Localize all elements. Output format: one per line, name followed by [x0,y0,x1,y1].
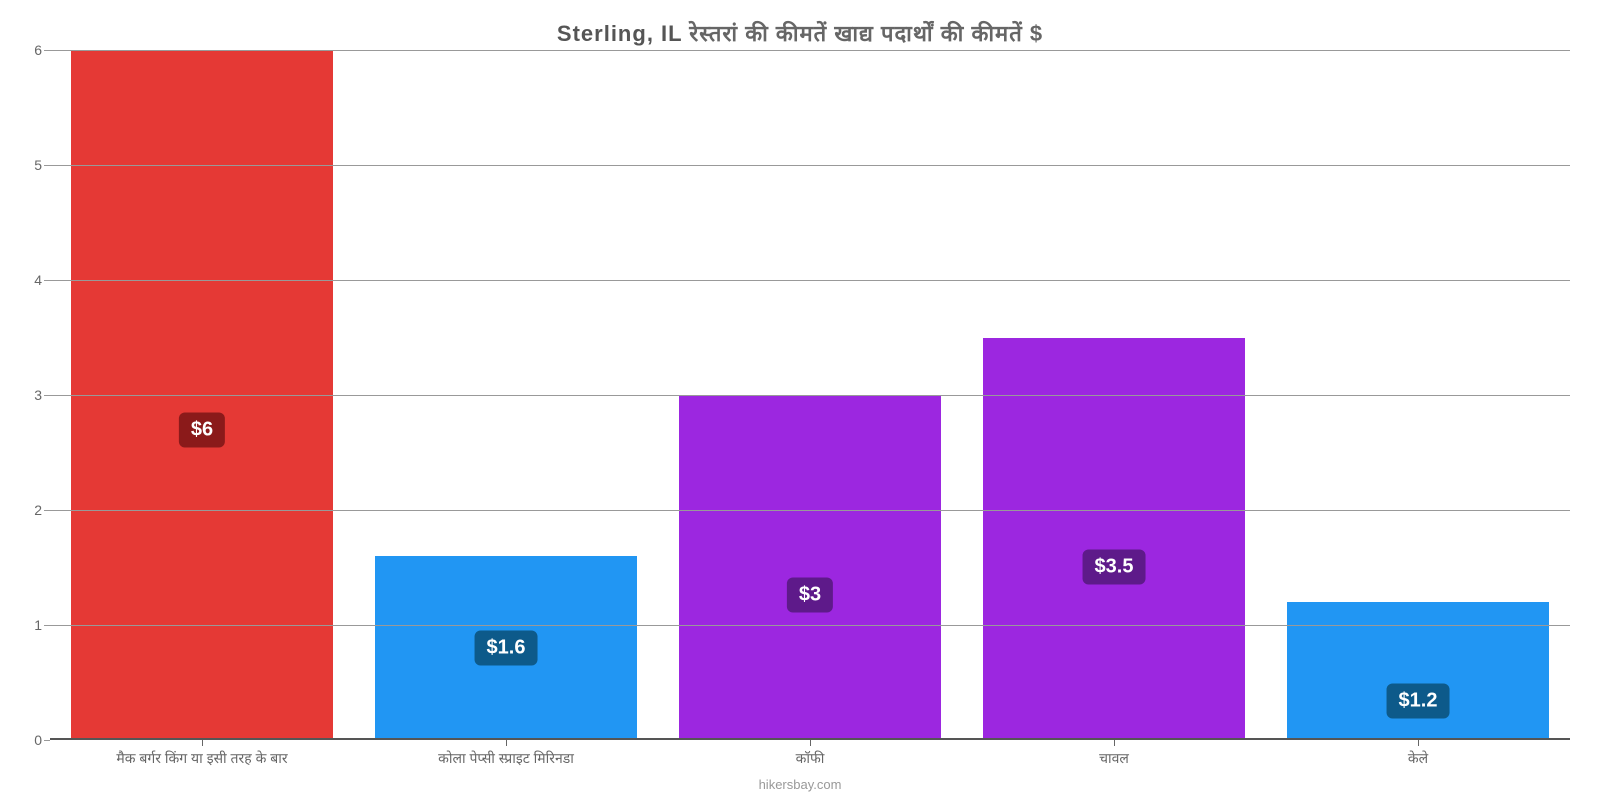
bar: $3 [679,395,940,740]
chart-title-rest: रेस्तरां की कीमतें खाद्य पदार्थों की कीम… [682,21,1043,46]
grid-line [50,50,1570,51]
chart-container: Sterling, IL रेस्तरां की कीमतें खाद्य पद… [0,0,1600,800]
x-tick-mark [202,740,203,746]
y-tick-label: 0 [34,732,42,748]
value-label: $6 [179,412,225,447]
bar: $3.5 [983,338,1244,741]
value-label: $3.5 [1083,549,1146,584]
attribution-text: hikersbay.com [759,777,842,792]
grid-line [50,280,1570,281]
x-axis-labels: मैक बर्गर किंग या इसी तरह के बारकोला पेप… [50,749,1570,768]
y-tick-label: 5 [34,157,42,173]
y-tick-label: 6 [34,42,42,58]
y-tick-label: 2 [34,502,42,518]
grid-line [50,395,1570,396]
x-axis-label: कॉफी [658,749,962,768]
plot-area: 0123456 $6$1.6$3$3.5$1.2 मैक बर्गर किंग … [50,50,1570,740]
x-axis-label: मैक बर्गर किंग या इसी तरह के बार [50,749,354,768]
x-tick-mark [810,740,811,746]
chart-title: Sterling, IL रेस्तरां की कीमतें खाद्य पद… [557,18,1043,48]
grid-line [50,510,1570,511]
x-axis-label: चावल [962,749,1266,768]
value-label: $1.6 [475,631,538,666]
x-tick-mark [506,740,507,746]
x-tick-mark [1114,740,1115,746]
value-label: $3 [787,578,833,613]
value-label: $1.2 [1387,684,1450,719]
x-tick-mark [1418,740,1419,746]
grid-line [50,625,1570,626]
grid-line [50,165,1570,166]
y-tick-mark [44,740,50,741]
chart-title-prefix: Sterling, IL [557,21,682,46]
x-axis-label: केले [1266,749,1570,768]
y-tick-label: 1 [34,617,42,633]
bar: $1.2 [1287,602,1548,740]
x-axis-label: कोला पेप्सी स्प्राइट मिरिनडा [354,749,658,768]
y-tick-label: 3 [34,387,42,403]
y-tick-label: 4 [34,272,42,288]
bar: $1.6 [375,556,636,740]
